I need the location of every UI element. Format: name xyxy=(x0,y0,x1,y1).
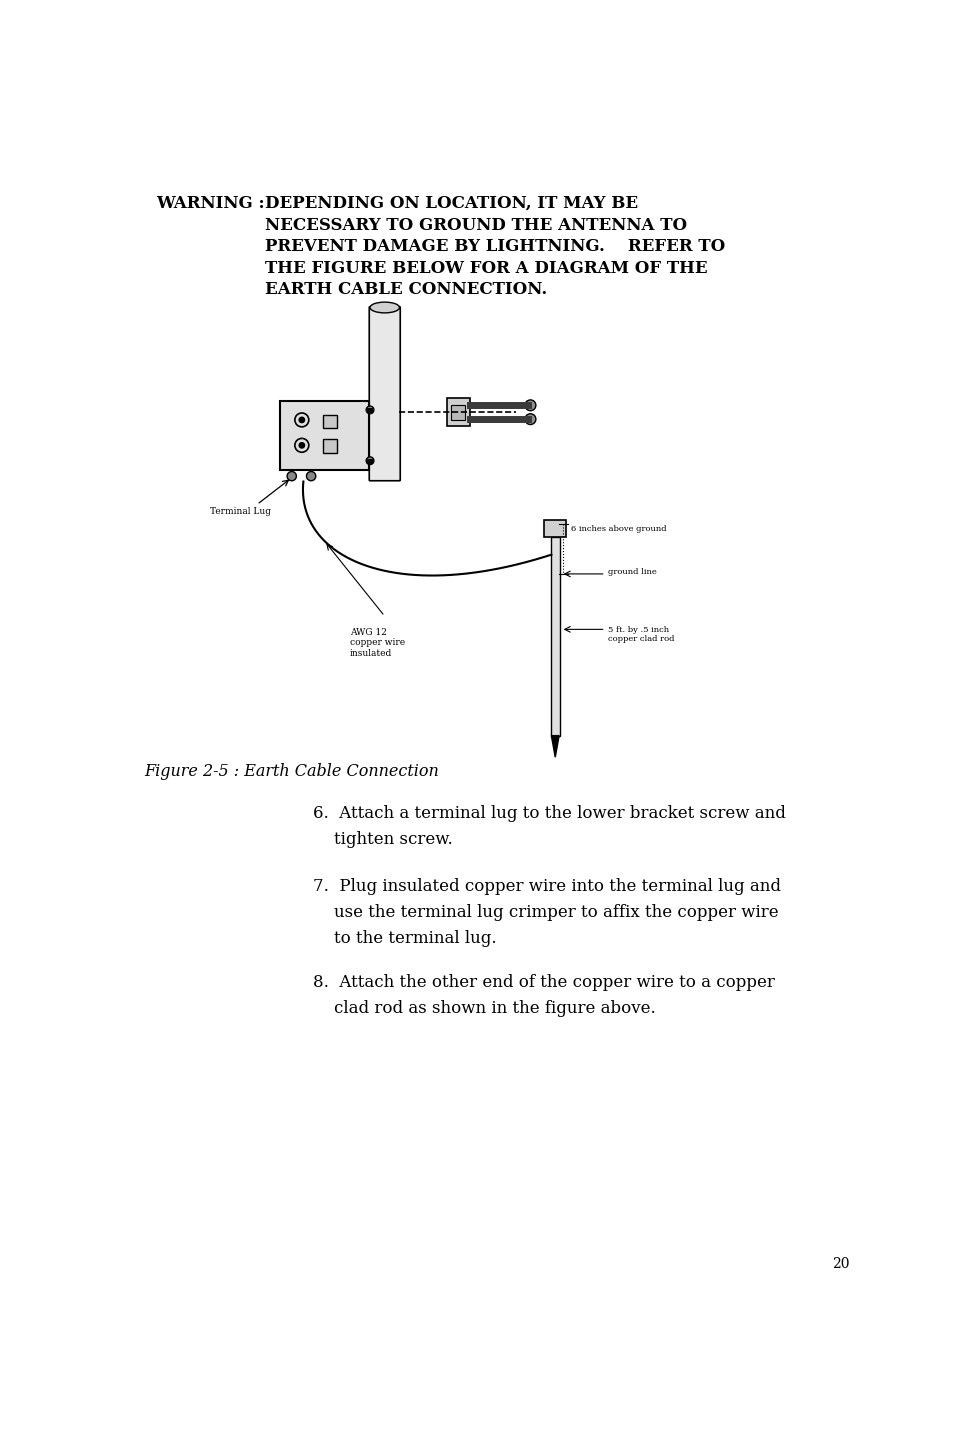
Ellipse shape xyxy=(369,302,399,312)
Circle shape xyxy=(298,442,304,448)
Text: THE FIGURE BELOW FOR A DIAGRAM OF THE: THE FIGURE BELOW FOR A DIAGRAM OF THE xyxy=(265,260,706,276)
Text: 20: 20 xyxy=(831,1257,849,1271)
Circle shape xyxy=(306,471,316,480)
Text: WARNING :: WARNING : xyxy=(156,195,265,213)
Text: Figure 2-5 : Earth Cable Connection: Figure 2-5 : Earth Cable Connection xyxy=(144,762,439,779)
Circle shape xyxy=(365,406,373,414)
Text: 6 inches above ground: 6 inches above ground xyxy=(570,525,666,534)
Text: Terminal Lug: Terminal Lug xyxy=(210,508,271,516)
Bar xyxy=(447,398,470,427)
Circle shape xyxy=(287,471,297,480)
Text: 5 ft. by .5 inch
copper clad rod: 5 ft. by .5 inch copper clad rod xyxy=(608,626,673,642)
Text: EARTH CABLE CONNECTION.: EARTH CABLE CONNECTION. xyxy=(265,282,547,298)
Text: 6.  Attach a terminal lug to the lower bracket screw and
    tighten screw.: 6. Attach a terminal lug to the lower br… xyxy=(313,805,786,847)
Text: AWG 12
copper wire
insulated: AWG 12 copper wire insulated xyxy=(350,628,405,658)
Bar xyxy=(280,401,369,470)
Text: ground line: ground line xyxy=(608,568,656,577)
Circle shape xyxy=(524,401,535,411)
Bar xyxy=(323,440,336,453)
Circle shape xyxy=(365,457,373,464)
Text: 7.  Plug insulated copper wire into the terminal lug and
    use the terminal lu: 7. Plug insulated copper wire into the t… xyxy=(313,878,781,947)
Text: DEPENDING ON LOCATION, IT MAY BE: DEPENDING ON LOCATION, IT MAY BE xyxy=(265,195,637,213)
Polygon shape xyxy=(550,736,558,758)
Text: PREVENT DAMAGE BY LIGHTNING.    REFER TO: PREVENT DAMAGE BY LIGHTNING. REFER TO xyxy=(265,239,724,254)
FancyBboxPatch shape xyxy=(369,307,400,480)
Bar xyxy=(451,405,464,419)
Bar xyxy=(544,521,566,536)
Text: 8.  Attach the other end of the copper wire to a copper
    clad rod as shown in: 8. Attach the other end of the copper wi… xyxy=(313,975,774,1018)
Circle shape xyxy=(524,414,535,425)
Circle shape xyxy=(298,418,304,422)
Bar xyxy=(550,536,559,736)
Text: NECESSARY TO GROUND THE ANTENNA TO: NECESSARY TO GROUND THE ANTENNA TO xyxy=(265,217,686,234)
Bar xyxy=(323,415,336,428)
